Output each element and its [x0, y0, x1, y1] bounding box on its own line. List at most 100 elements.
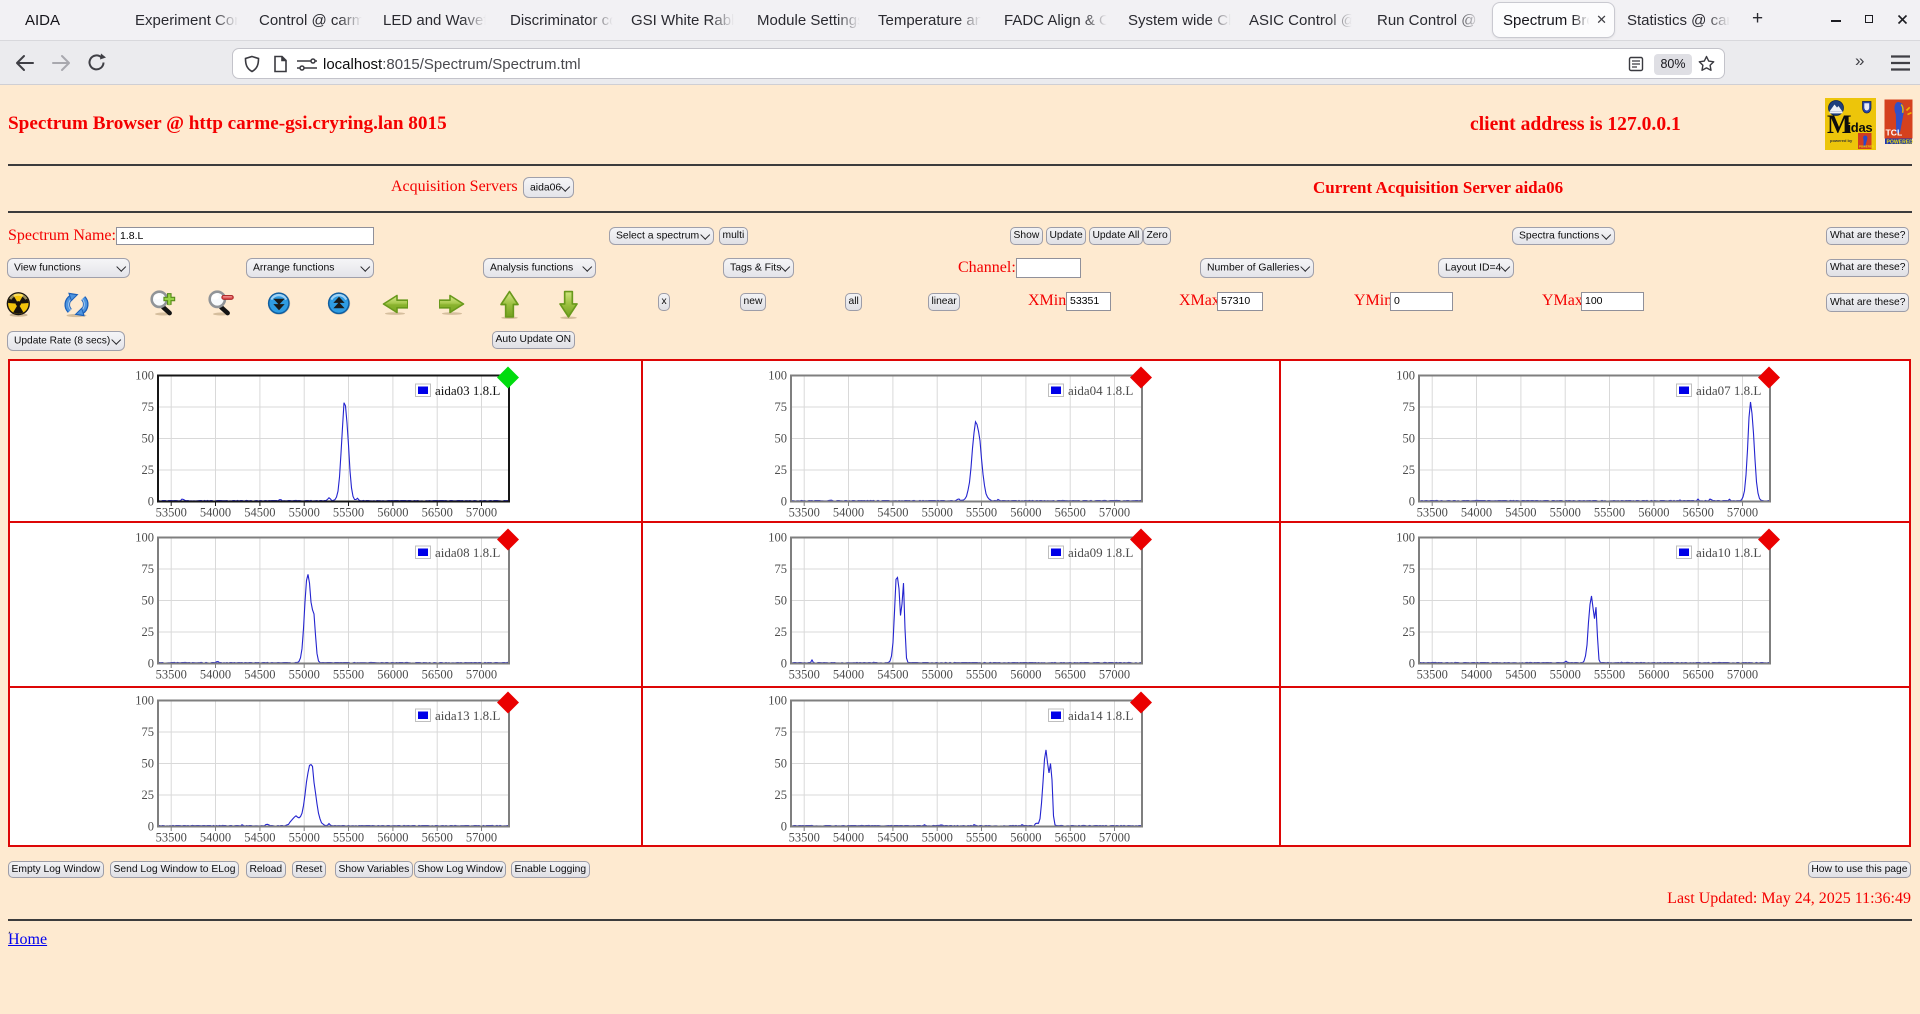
svg-text:75: 75 [142, 400, 155, 414]
svg-text:50: 50 [142, 432, 155, 446]
svg-text:50: 50 [775, 593, 788, 607]
svg-text:55500: 55500 [1594, 667, 1625, 681]
svg-text:56500: 56500 [1055, 667, 1086, 681]
svg-text:57000: 57000 [1727, 667, 1758, 681]
svg-text:0: 0 [781, 495, 787, 509]
svg-text:aida07 1.8.L: aida07 1.8.L [1696, 383, 1761, 398]
svg-text:0: 0 [781, 656, 787, 670]
svg-text:55500: 55500 [333, 506, 364, 520]
svg-text:54000: 54000 [833, 506, 864, 520]
svg-text:57000: 57000 [466, 667, 497, 681]
svg-text:M: M [1827, 110, 1852, 139]
svg-text:56000: 56000 [1638, 667, 1669, 681]
svg-text:0: 0 [148, 656, 154, 670]
svg-text:53500: 53500 [789, 667, 820, 681]
svg-text:56000: 56000 [1638, 506, 1669, 520]
svg-text:aida04 1.8.L: aida04 1.8.L [1068, 383, 1133, 398]
svg-text:0: 0 [148, 495, 154, 509]
svg-text:25: 25 [775, 788, 788, 802]
svg-text:55000: 55000 [289, 667, 320, 681]
svg-text:54000: 54000 [1461, 506, 1492, 520]
svg-text:55000: 55000 [922, 506, 953, 520]
svg-text:55000: 55000 [289, 506, 320, 520]
svg-text:75: 75 [142, 562, 155, 576]
svg-text:100: 100 [135, 530, 154, 544]
svg-text:54500: 54500 [877, 506, 908, 520]
svg-text:55000: 55000 [922, 667, 953, 681]
svg-text:57000: 57000 [1099, 831, 1130, 845]
svg-text:aida10 1.8.L: aida10 1.8.L [1696, 544, 1761, 559]
svg-text:75: 75 [142, 725, 155, 739]
svg-text:100: 100 [768, 694, 787, 708]
svg-text:powered by: powered by [1830, 138, 1853, 143]
svg-text:54500: 54500 [244, 506, 275, 520]
svg-text:25: 25 [142, 463, 155, 477]
svg-text:75: 75 [775, 725, 788, 739]
svg-text:50: 50 [1403, 432, 1416, 446]
svg-text:0: 0 [148, 820, 154, 834]
svg-text:55500: 55500 [1594, 506, 1625, 520]
svg-text:TCL: TCL [1886, 128, 1903, 138]
svg-text:25: 25 [142, 625, 155, 639]
svg-text:54000: 54000 [1461, 667, 1492, 681]
svg-text:50: 50 [142, 593, 155, 607]
svg-text:50: 50 [1403, 593, 1416, 607]
svg-text:25: 25 [775, 463, 788, 477]
svg-text:POWERED: POWERED [1859, 145, 1874, 149]
svg-text:53500: 53500 [789, 831, 820, 845]
svg-text:aida13 1.8.L: aida13 1.8.L [435, 708, 500, 723]
svg-text:100: 100 [1396, 369, 1415, 383]
svg-text:54000: 54000 [200, 506, 231, 520]
svg-text:56000: 56000 [377, 831, 408, 845]
svg-text:56000: 56000 [1010, 506, 1041, 520]
svg-text:56500: 56500 [422, 506, 453, 520]
svg-text:55000: 55000 [289, 831, 320, 845]
svg-text:56000: 56000 [377, 506, 408, 520]
svg-text:57000: 57000 [466, 831, 497, 845]
svg-text:54500: 54500 [877, 831, 908, 845]
svg-text:25: 25 [142, 788, 155, 802]
svg-text:100: 100 [1396, 530, 1415, 544]
svg-text:25: 25 [775, 625, 788, 639]
svg-text:50: 50 [142, 757, 155, 771]
svg-text:0: 0 [781, 820, 787, 834]
svg-text:53500: 53500 [156, 667, 187, 681]
svg-text:100: 100 [768, 369, 787, 383]
svg-text:100: 100 [135, 369, 154, 383]
svg-text:53500: 53500 [789, 506, 820, 520]
svg-text:56500: 56500 [1683, 667, 1714, 681]
svg-text:54500: 54500 [1505, 506, 1536, 520]
svg-text:54000: 54000 [833, 831, 864, 845]
svg-text:aida09 1.8.L: aida09 1.8.L [1068, 544, 1133, 559]
svg-text:56500: 56500 [422, 667, 453, 681]
svg-text:57000: 57000 [1727, 506, 1758, 520]
svg-text:56500: 56500 [1055, 831, 1086, 845]
svg-text:57000: 57000 [466, 506, 497, 520]
svg-text:aida14 1.8.L: aida14 1.8.L [1068, 708, 1133, 723]
svg-text:57000: 57000 [1099, 506, 1130, 520]
svg-text:54500: 54500 [1505, 667, 1536, 681]
svg-text:POWERED: POWERED [1887, 139, 1914, 145]
svg-text:54500: 54500 [244, 667, 275, 681]
svg-text:0: 0 [1409, 495, 1415, 509]
svg-text:54500: 54500 [244, 831, 275, 845]
svg-text:75: 75 [775, 562, 788, 576]
svg-text:56500: 56500 [422, 831, 453, 845]
svg-text:53500: 53500 [156, 831, 187, 845]
svg-text:50: 50 [775, 757, 788, 771]
svg-text:55000: 55000 [1550, 667, 1581, 681]
svg-text:54000: 54000 [200, 831, 231, 845]
svg-text:54000: 54000 [833, 667, 864, 681]
svg-text:54000: 54000 [200, 667, 231, 681]
svg-text:25: 25 [1403, 463, 1416, 477]
svg-text:55000: 55000 [1550, 506, 1581, 520]
svg-text:56000: 56000 [377, 667, 408, 681]
svg-text:25: 25 [1403, 625, 1416, 639]
svg-text:75: 75 [1403, 562, 1416, 576]
svg-text:53500: 53500 [1417, 667, 1448, 681]
svg-text:55000: 55000 [922, 831, 953, 845]
svg-text:53500: 53500 [156, 506, 187, 520]
svg-text:55500: 55500 [966, 831, 997, 845]
svg-text:75: 75 [775, 400, 788, 414]
svg-text:53500: 53500 [1417, 506, 1448, 520]
